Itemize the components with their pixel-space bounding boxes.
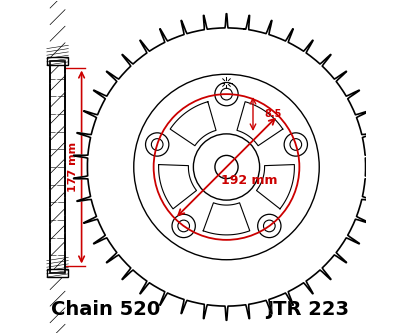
Circle shape xyxy=(284,133,308,156)
Circle shape xyxy=(151,139,163,150)
Bar xyxy=(47,269,68,277)
Circle shape xyxy=(258,214,281,237)
Polygon shape xyxy=(237,102,283,146)
Circle shape xyxy=(215,82,238,106)
Polygon shape xyxy=(256,165,294,209)
Polygon shape xyxy=(203,203,250,235)
Text: 192 mm: 192 mm xyxy=(222,174,278,187)
Text: 8.5: 8.5 xyxy=(264,109,282,119)
Circle shape xyxy=(146,133,169,156)
Circle shape xyxy=(264,220,275,232)
Bar xyxy=(47,57,68,65)
Circle shape xyxy=(215,155,238,179)
Circle shape xyxy=(172,214,195,237)
Circle shape xyxy=(290,139,302,150)
Polygon shape xyxy=(170,102,216,146)
Text: 177 mm: 177 mm xyxy=(68,142,78,192)
Bar xyxy=(50,61,65,273)
Circle shape xyxy=(221,88,232,100)
Bar xyxy=(50,61,65,273)
Text: Chain 520: Chain 520 xyxy=(51,300,160,319)
Circle shape xyxy=(178,220,190,232)
Polygon shape xyxy=(158,165,196,209)
Text: JTR 223: JTR 223 xyxy=(266,300,349,319)
Polygon shape xyxy=(74,14,379,320)
